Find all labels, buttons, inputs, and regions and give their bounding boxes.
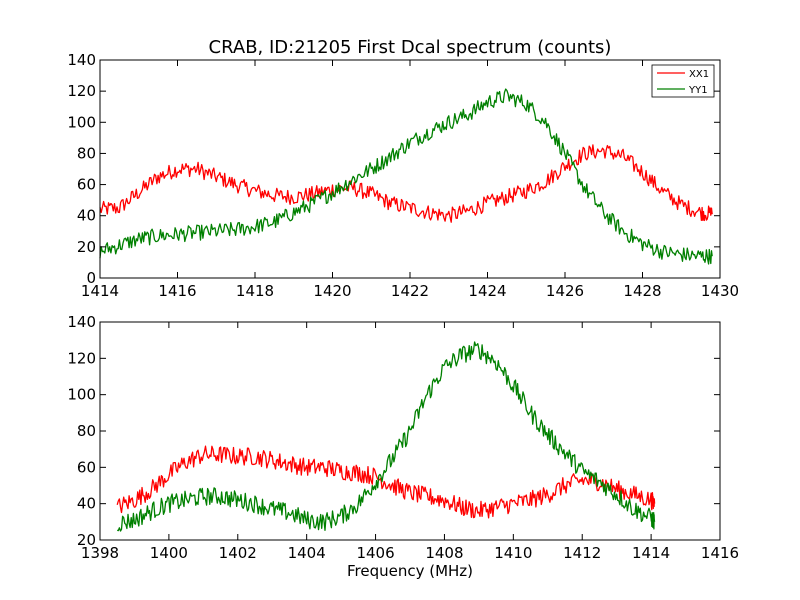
top-y-tick-label: 40 <box>77 207 96 225</box>
bottom-x-tick-label: 1404 <box>288 544 326 562</box>
top-y-tick-label: 80 <box>77 144 96 162</box>
chart-title: CRAB, ID:21205 First Dcal spectrum (coun… <box>209 37 612 58</box>
top-x-tick-label: 1424 <box>468 282 506 300</box>
bottom-y-tick-label: 100 <box>67 386 96 404</box>
bottom-x-tick-label: 1398 <box>81 544 119 562</box>
top-x-tick-label: 1420 <box>313 282 351 300</box>
bottom-y-tick-label: 20 <box>77 531 96 549</box>
top-y-tick-label: 60 <box>77 176 96 194</box>
top-y-tick-label: 140 <box>67 51 96 69</box>
top-x-tick-label: 1428 <box>623 282 661 300</box>
top-y-tick-label: 120 <box>67 82 96 100</box>
top-y-tick-label: 20 <box>77 238 96 256</box>
legend-label-xx1: XX1 <box>689 69 709 80</box>
bottom-series-yy1-line <box>117 341 656 532</box>
bottom-spectrum-panel: 1398 1400 1402 1404 1406 1408 1410 1412 1414 1416… <box>67 313 739 580</box>
top-x-tick-label: 1430 <box>701 282 739 300</box>
top-x-tick-label: 1426 <box>546 282 584 300</box>
top-series-xx1-line <box>99 144 713 223</box>
top-y-tick-label: 0 <box>86 269 96 287</box>
bottom-x-tick-label: 1408 <box>425 544 463 562</box>
top-x-tick-label: 1416 <box>158 282 196 300</box>
bottom-x-tick-label: 1412 <box>563 544 601 562</box>
bottom-series-xx1-line <box>116 445 656 519</box>
top-axis-ticks: 1414 1416 1418 1420 1422 1424 1426 1428 1430 0 20 4… <box>67 51 739 300</box>
bottom-y-tick-label: 140 <box>67 313 96 331</box>
bottom-x-tick-label: 1416 <box>701 544 739 562</box>
bottom-x-tick-label: 1406 <box>356 544 394 562</box>
bottom-y-tick-label: 120 <box>67 349 96 367</box>
legend: XX1 YY1 <box>651 64 715 98</box>
bottom-x-tick-label: 1402 <box>219 544 257 562</box>
top-x-tick-label: 1422 <box>391 282 429 300</box>
bottom-y-tick-label: 60 <box>77 458 96 476</box>
top-spectrum-panel: CRAB, ID:21205 First Dcal spectrum (coun… <box>67 37 739 300</box>
bottom-series-lines <box>116 341 656 532</box>
top-x-tick-label: 1418 <box>236 282 274 300</box>
bottom-axis-ticks: 1398 1400 1402 1404 1406 1408 1410 1412 1414 1416… <box>67 313 739 562</box>
legend-label-yy1: YY1 <box>688 85 708 96</box>
bottom-x-tick-label: 1414 <box>632 544 670 562</box>
bottom-x-tick-label: 1410 <box>494 544 532 562</box>
top-y-tick-label: 100 <box>67 113 96 131</box>
bottom-y-tick-label: 40 <box>77 495 96 513</box>
top-series-yy1-line <box>99 88 713 265</box>
top-x-tick-label: 1414 <box>81 282 119 300</box>
bottom-y-tick-label: 80 <box>77 422 96 440</box>
x-axis-label: Frequency (MHz) <box>347 562 473 580</box>
top-series-lines <box>99 88 713 265</box>
bottom-x-tick-label: 1400 <box>150 544 188 562</box>
legend-box <box>651 64 715 98</box>
